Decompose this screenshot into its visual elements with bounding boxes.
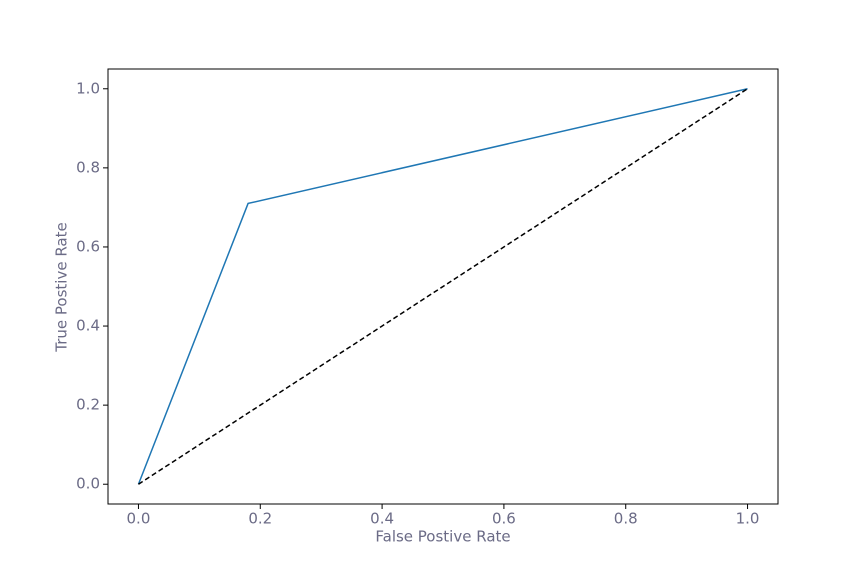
y-tick-label: 0.0 <box>76 475 100 493</box>
x-tick-label: 0.2 <box>248 510 272 528</box>
x-tick-label: 1.0 <box>736 510 760 528</box>
y-tick-label: 0.6 <box>76 237 100 255</box>
y-tick-label: 0.4 <box>76 317 100 335</box>
line-series <box>138 88 748 485</box>
x-axis-label: False Postive Rate <box>375 528 510 546</box>
line-series <box>137 88 748 485</box>
x-tick-label: 0.0 <box>127 510 151 528</box>
x-tick-label: 0.8 <box>614 510 638 528</box>
y-tick-label: 0.2 <box>76 396 100 414</box>
y-tick-label: 0.8 <box>76 158 100 176</box>
plot-frame <box>107 68 779 505</box>
x-tick-label: 0.4 <box>370 510 394 528</box>
y-tick-label: 1.0 <box>76 79 100 97</box>
y-axis-label: True Postive Rate <box>53 222 71 352</box>
x-tick-label: 0.6 <box>492 510 516 528</box>
